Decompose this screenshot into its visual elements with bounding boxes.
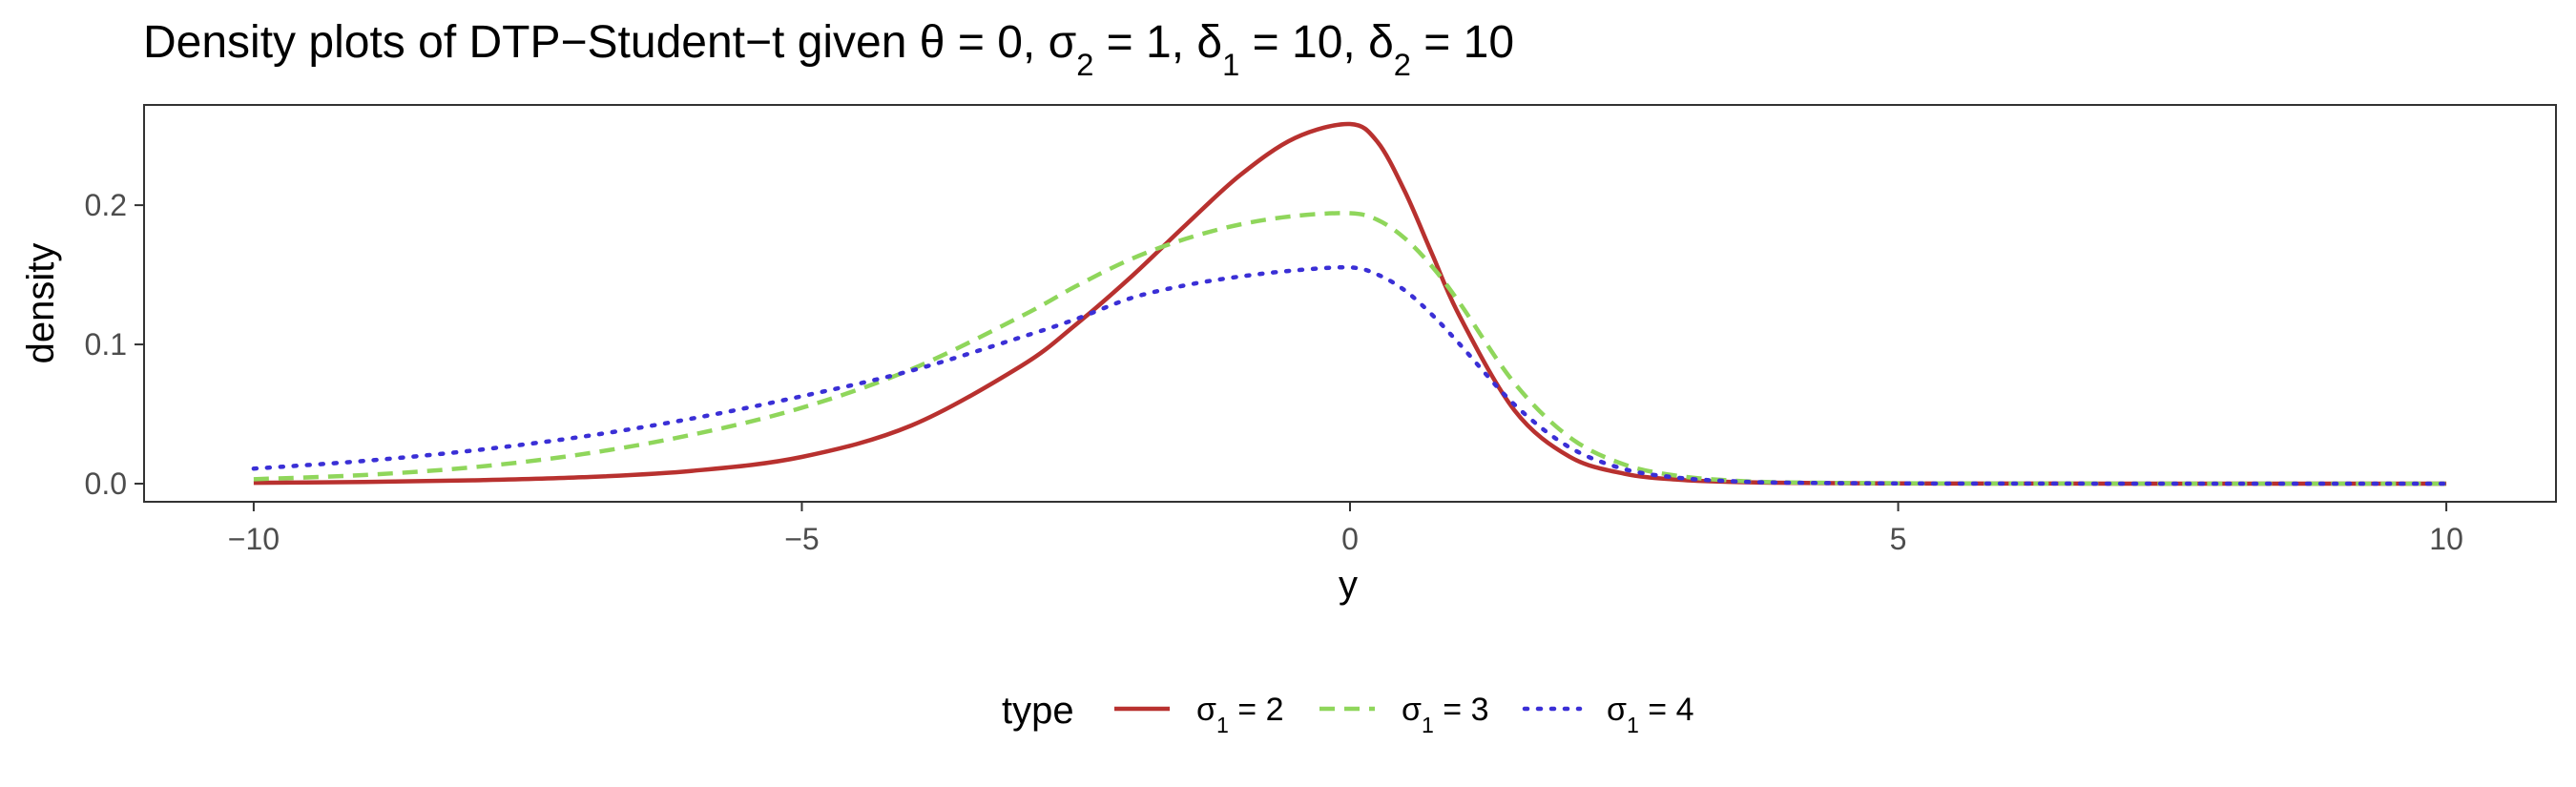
x-axis: −10 −5 0 5 10 bbox=[228, 502, 2463, 556]
legend-label-sigma1-3: σ1 = 3 bbox=[1402, 692, 1489, 737]
legend-label-sigma1-2: σ1 = 2 bbox=[1196, 692, 1284, 737]
series-line-sigma1-3 bbox=[253, 211, 2447, 487]
x-tick-label: 5 bbox=[1890, 522, 1907, 556]
plot-panel bbox=[143, 104, 2557, 503]
title-theta-symbol: θ bbox=[920, 17, 945, 68]
x-tick-label: 0 bbox=[1341, 522, 1359, 556]
title-delta-symbol-2: δ bbox=[1368, 17, 1394, 68]
title-delta2-subscript: 2 bbox=[1394, 47, 1411, 82]
title-delta-symbol: δ bbox=[1196, 17, 1222, 68]
legend: type σ1 = 2 σ1 = 3 σ1 = 4 bbox=[1002, 690, 1694, 737]
y-tick-label: 0.2 bbox=[85, 188, 127, 222]
y-tick-label: 0.1 bbox=[85, 327, 127, 362]
y-axis-title: density bbox=[20, 243, 62, 364]
title-sigma2-value: = 1, bbox=[1093, 17, 1196, 68]
title-sigma2-subscript: 2 bbox=[1076, 47, 1093, 82]
title-delta1-subscript: 1 bbox=[1222, 47, 1239, 82]
x-tick-label: 10 bbox=[2429, 522, 2463, 556]
y-tick-label: 0.0 bbox=[85, 466, 127, 501]
title-prefix: Density plots of DTP−Student−t given bbox=[143, 17, 920, 68]
title-delta2-value: = 10 bbox=[1411, 17, 1514, 68]
x-axis-title: y bbox=[1339, 564, 1358, 606]
legend-title: type bbox=[1002, 690, 1074, 732]
legend-label-sigma1-4: σ1 = 4 bbox=[1607, 692, 1694, 737]
title-delta1-value: = 10, bbox=[1239, 17, 1368, 68]
y-axis: 0.0 0.1 0.2 bbox=[85, 188, 144, 501]
series-lines bbox=[251, 121, 2449, 487]
x-tick-label: −5 bbox=[784, 522, 819, 556]
title-sigma-symbol: σ bbox=[1049, 17, 1077, 68]
series-line-sigma1-4 bbox=[251, 264, 2449, 487]
title-theta-value: = 0, bbox=[945, 17, 1048, 68]
chart-title: Density plots of DTP−Student−t given θ =… bbox=[143, 17, 1514, 82]
x-tick-label: −10 bbox=[228, 522, 280, 556]
